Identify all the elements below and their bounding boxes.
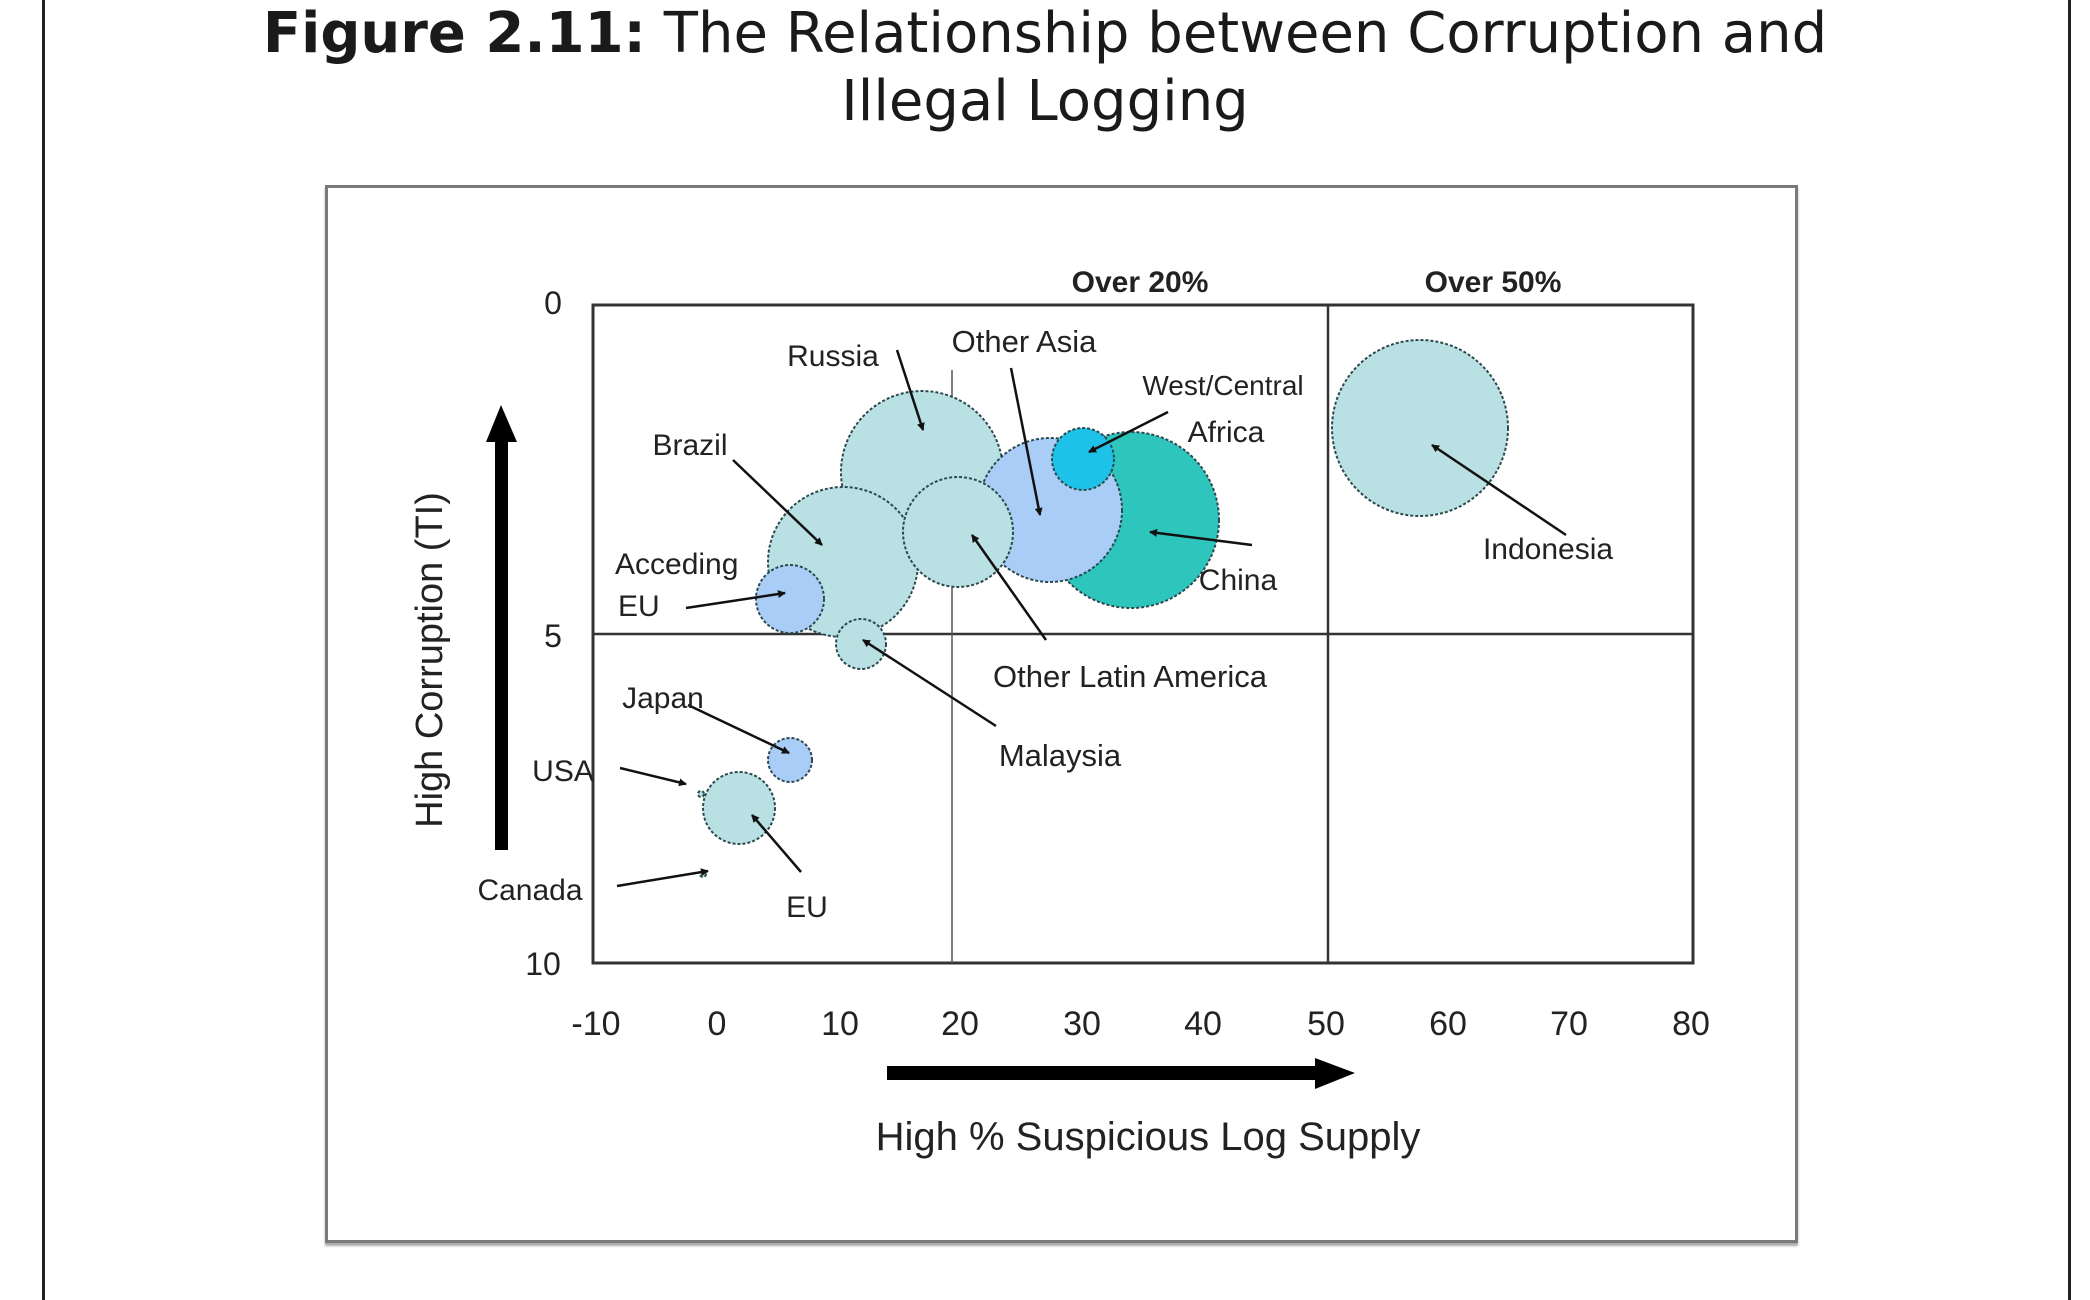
bubble-indonesia <box>1331 339 1509 517</box>
label-other-latin-america: Other Latin America <box>993 659 1268 694</box>
bubble-usa <box>697 790 705 798</box>
over-50-label: Over 50% <box>1425 266 1562 299</box>
svg-text:70: 70 <box>1550 1005 1588 1043</box>
y-axis-label: High Corruption (TI) <box>409 492 451 828</box>
label-canada: Canada <box>477 874 582 907</box>
x-ticks: -10 0 10 20 30 40 50 60 70 80 <box>571 1005 1709 1043</box>
figure-label: Figure 2.11: <box>262 1 646 66</box>
label-acceding-eu-1: Acceding <box>615 548 738 581</box>
bubbles <box>697 339 1509 878</box>
figure-title-line1: The Relationship between Corruption and <box>663 1 1828 66</box>
label-malaysia: Malaysia <box>999 738 1122 773</box>
y-tick-0: 0 <box>544 285 562 321</box>
bubble-eu <box>702 771 776 845</box>
label-indonesia: Indonesia <box>1483 533 1613 566</box>
label-west-central-africa-1: West/Central <box>1142 370 1303 401</box>
label-brazil: Brazil <box>652 429 727 462</box>
svg-text:20: 20 <box>941 1005 979 1043</box>
svg-text:50: 50 <box>1307 1005 1345 1043</box>
label-china: China <box>1199 564 1278 597</box>
svg-text:-10: -10 <box>571 1005 620 1043</box>
svg-text:10: 10 <box>821 1005 859 1043</box>
bubble-malaysia <box>835 618 887 670</box>
y-tick-5: 5 <box>544 618 562 654</box>
bubble-west-central-africa <box>1051 427 1115 491</box>
plot-area <box>591 303 1695 965</box>
figure-caption: Figure 2.11: The Relationship between Co… <box>0 0 2090 136</box>
page-border-left <box>42 0 45 1300</box>
bubble-acceding-eu <box>755 564 825 634</box>
x-axis-arrow-icon <box>887 1058 1355 1089</box>
figure-title-line2: Illegal Logging <box>841 69 1249 134</box>
bubble-labels: Russia Brazil Acceding EU Other Asia Wes… <box>477 324 1613 924</box>
label-acceding-eu-2: EU <box>618 590 660 623</box>
page-border-right <box>2068 0 2071 1300</box>
svg-text:60: 60 <box>1429 1005 1467 1043</box>
label-russia: Russia <box>787 340 879 373</box>
x-axis-label: High % Suspicious Log Supply <box>876 1115 1421 1159</box>
label-west-central-africa-2: Africa <box>1188 416 1265 449</box>
svg-text:40: 40 <box>1184 1005 1222 1043</box>
y-axis-arrow-icon <box>486 405 517 850</box>
y-tick-10: 10 <box>525 946 561 982</box>
label-usa: USA <box>532 755 594 788</box>
bubble-other-latin-america <box>902 476 1014 588</box>
label-japan: Japan <box>622 682 704 715</box>
label-eu: EU <box>786 891 828 924</box>
label-other-asia: Other Asia <box>952 324 1097 359</box>
svg-text:80: 80 <box>1672 1005 1710 1043</box>
svg-text:30: 30 <box>1063 1005 1101 1043</box>
svg-text:0: 0 <box>708 1005 727 1043</box>
bubble-japan <box>767 737 813 783</box>
over-20-label: Over 20% <box>1072 266 1209 299</box>
leader-lines <box>616 349 1567 888</box>
